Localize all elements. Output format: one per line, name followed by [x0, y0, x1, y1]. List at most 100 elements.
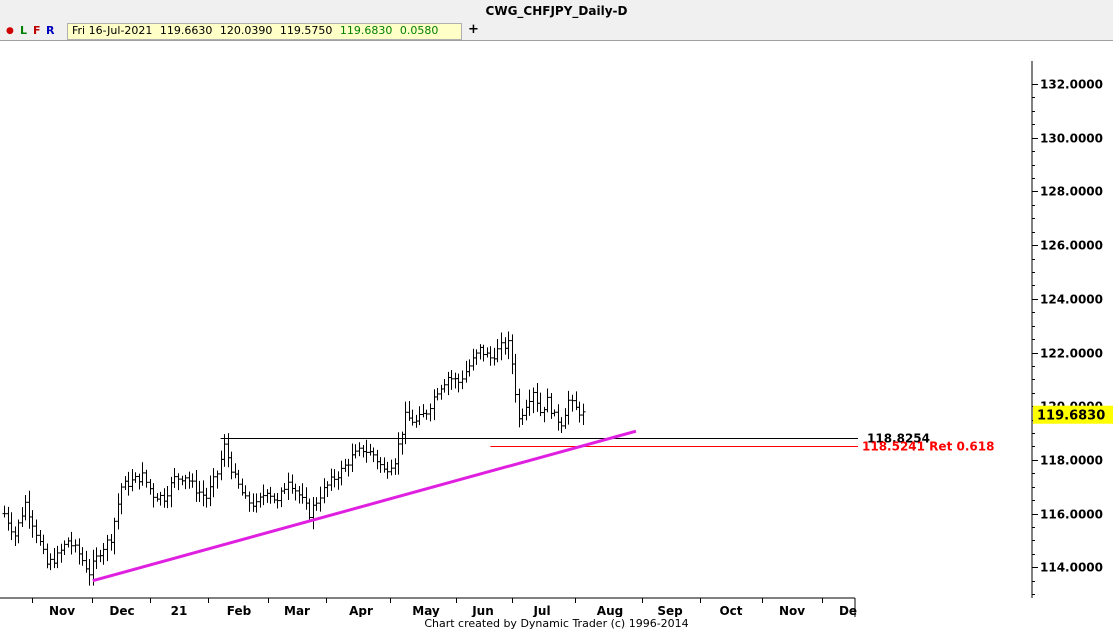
ohlc-bar	[346, 458, 351, 477]
ohlc-bar	[524, 399, 529, 421]
ohlc-bar	[126, 471, 131, 496]
ohlc-bar	[410, 409, 415, 426]
ohlc-bar	[165, 486, 170, 509]
ohlc-bar	[563, 408, 568, 429]
ohlc-bar	[456, 373, 461, 393]
y-tick-label: 128.0000	[1040, 185, 1103, 199]
ohlc-bar	[52, 547, 57, 569]
ohlc-bar	[119, 483, 124, 515]
ohlc-open: 119.6630	[159, 24, 213, 37]
ohlc-bar	[389, 459, 394, 476]
ohlc-bar	[371, 447, 376, 463]
ohlc-bar	[84, 550, 89, 573]
ohlc-high: 120.0390	[219, 24, 273, 37]
add-plus-icon[interactable]: +	[468, 22, 479, 37]
ohlc-bar	[350, 443, 355, 472]
ohlc-bar	[488, 346, 493, 366]
ohlc-bar	[94, 547, 99, 570]
ohlc-bar	[251, 493, 256, 512]
ohlc-bar	[503, 337, 508, 355]
ohlc-bar	[375, 449, 380, 470]
ohlc-bar	[421, 404, 426, 418]
ohlc-bar	[105, 534, 110, 562]
ohlc-bar	[73, 539, 78, 553]
ohlc-bar	[322, 478, 327, 504]
status-dot-icon[interactable]: ●	[6, 26, 14, 36]
ohlc-bar	[197, 480, 202, 503]
ohlc-bar	[329, 468, 334, 491]
plot-frame	[0, 61, 1033, 617]
ohlc-bar	[364, 439, 369, 463]
x-tick-label: Nov	[779, 604, 805, 617]
toolbar-r-button[interactable]: R	[46, 24, 55, 37]
retracement-level-label: 118.5241 Ret 0.618	[862, 440, 994, 454]
ohlc-bar	[424, 409, 429, 420]
ohlc-bar	[9, 512, 14, 541]
ohlc-bar	[243, 485, 248, 499]
ohlc-bar	[155, 493, 160, 502]
ohlc-date: Fri 16-Jul-2021	[72, 24, 153, 37]
y-tick-label: 130.0000	[1040, 132, 1103, 146]
ohlc-bar	[169, 476, 174, 508]
ohlc-bar	[378, 456, 383, 473]
ohlc-bar	[211, 468, 216, 498]
ohlc-bar	[336, 471, 341, 490]
y-tick-label: 124.0000	[1040, 293, 1103, 307]
ohlc-low: 119.5750	[279, 24, 333, 37]
toolbar-l-button[interactable]: L	[20, 24, 28, 37]
ohlc-bar	[236, 469, 241, 489]
ohlc-bar	[190, 473, 195, 488]
ohlc-bar	[417, 406, 422, 426]
ohlc-bar	[201, 480, 206, 507]
ohlc-bar	[38, 529, 43, 546]
ohlc-bar	[194, 470, 199, 502]
ohlc-bar	[123, 476, 128, 490]
ohlc-bar	[531, 387, 536, 414]
ohlc-bar	[233, 463, 238, 479]
ohlc-readout: Fri 16-Jul-2021 119.6630 120.0390 119.57…	[67, 23, 462, 40]
ohlc-bar	[460, 370, 465, 390]
ohlc-bar	[172, 467, 177, 488]
ohlc-bar	[41, 534, 46, 555]
ohlc-bar	[385, 461, 390, 479]
ohlc-bar	[176, 473, 181, 491]
ohlc-bar	[478, 344, 483, 360]
ohlc-bar	[66, 537, 71, 548]
x-tick-label: Jul	[532, 604, 550, 617]
ohlc-bar	[535, 382, 540, 412]
ohlc-bar	[80, 547, 85, 566]
ohlc-bar	[435, 387, 440, 401]
ohlc-bar	[272, 493, 277, 504]
ohlc-bar	[62, 540, 67, 556]
ohlc-bar	[286, 472, 291, 501]
ohlc-bar	[268, 486, 273, 504]
ohlc-bar	[357, 442, 362, 457]
last-price-box	[1033, 405, 1113, 424]
ohlc-bar	[140, 462, 145, 486]
ohlc-bar	[311, 497, 316, 530]
ohlc-bar	[527, 389, 532, 416]
ohlc-bar	[219, 450, 224, 481]
x-tick-label: Aug	[597, 604, 623, 617]
ohlc-bar	[208, 475, 213, 507]
ohlc-bar	[481, 344, 486, 362]
ohlc-bar	[229, 451, 234, 480]
y-tick-label: 118.0000	[1040, 454, 1103, 468]
ohlc-bar	[581, 403, 586, 425]
ohlc-bar	[275, 493, 280, 509]
toolbar-f-button[interactable]: F	[33, 24, 41, 37]
ohlc-bar	[552, 409, 557, 417]
ohlc-bar	[187, 471, 192, 489]
ohlc-bar	[2, 505, 7, 518]
ohlc-bar	[59, 543, 64, 563]
last-price-label: 119.6830	[1037, 409, 1105, 424]
ohlc-bar	[382, 457, 387, 473]
ohlc-bar	[442, 379, 447, 393]
swing-high-level-label: 118.8254	[867, 432, 930, 446]
trendline-group	[92, 429, 637, 583]
ohlc-bar	[204, 487, 209, 508]
ohlc-bar	[254, 493, 259, 513]
ohlc-change: 0.0580	[399, 24, 439, 37]
